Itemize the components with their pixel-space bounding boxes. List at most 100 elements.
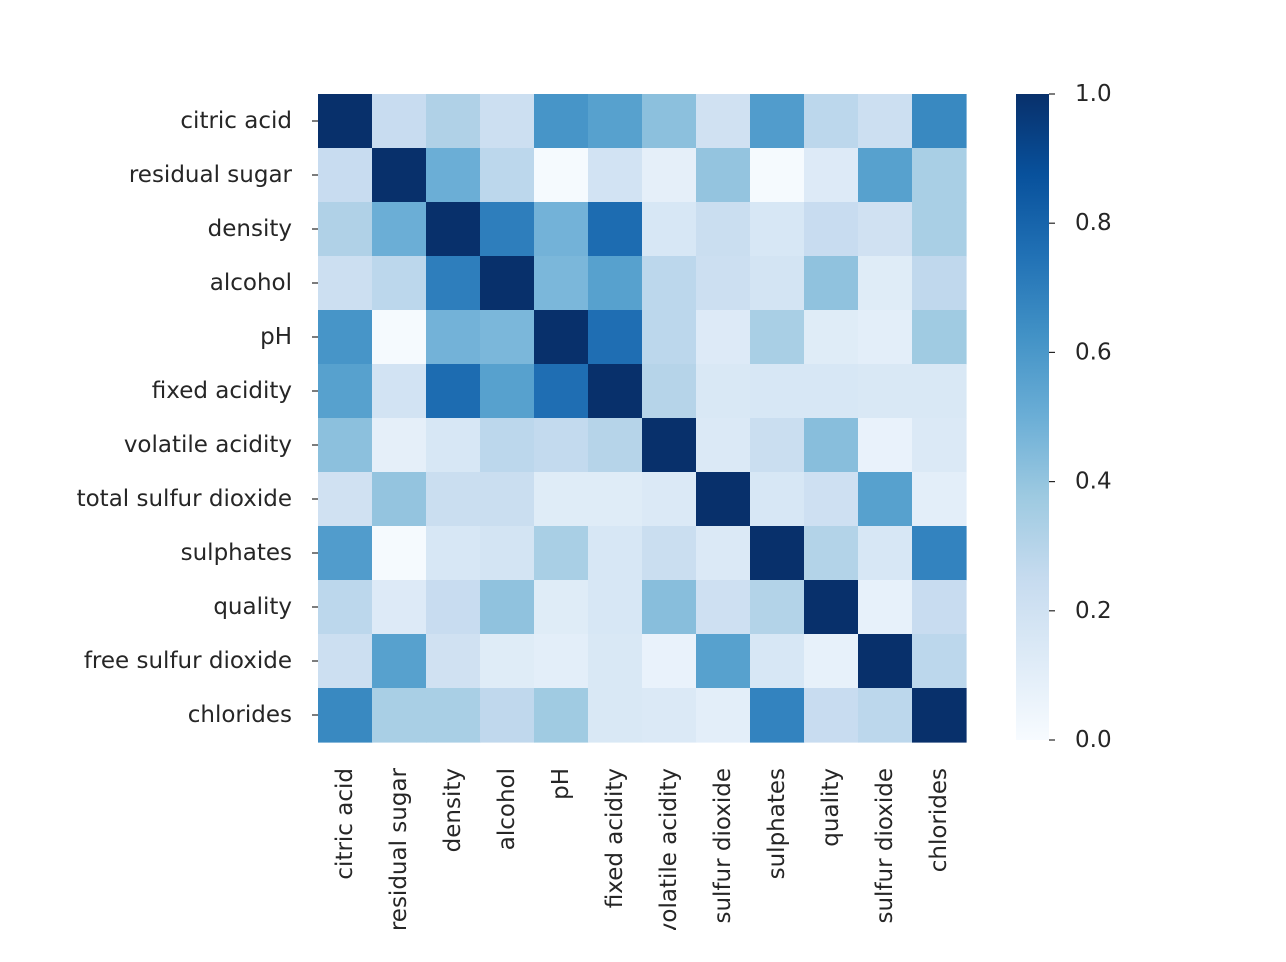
y-tick-label: pH (260, 324, 292, 350)
heatmap-cell (642, 202, 697, 257)
heatmap-cell (588, 418, 643, 473)
heatmap-cell (804, 580, 859, 635)
colorbar-tick-label: 1.0 (1075, 81, 1112, 107)
heatmap-cell (372, 94, 427, 149)
heatmap-cell (426, 94, 481, 149)
heatmap-cell (696, 256, 751, 311)
heatmap-cell (426, 256, 481, 311)
heatmap-cell (696, 364, 751, 419)
heatmap-cell (318, 472, 373, 527)
heatmap-cell (426, 634, 481, 689)
x-tick-label: residual sugar (386, 767, 412, 931)
x-tick-label: fixed acidity (602, 768, 628, 908)
heatmap-cell (372, 688, 427, 743)
x-tick-label: citric acid (332, 768, 358, 880)
heatmap-cell (858, 94, 913, 149)
heatmap-cell (912, 526, 967, 581)
heatmap-cell (858, 418, 913, 473)
heatmap-cell (858, 472, 913, 527)
heatmap-cell (318, 148, 373, 203)
x-tick-label: free sulfur dioxide (872, 768, 898, 962)
heatmap-cell (804, 688, 859, 743)
x-tick-label: alcohol (494, 768, 520, 850)
heatmap-cell (318, 202, 373, 257)
heatmap-cell (426, 202, 481, 257)
x-tick-label: pH (548, 768, 574, 800)
heatmap-cell (642, 526, 697, 581)
y-tick-label: chlorides (188, 702, 292, 728)
heatmap-cell (372, 418, 427, 473)
heatmap-cell (804, 364, 859, 419)
x-tick-labels: citric acid residual sugar density alcohol p… (332, 767, 952, 962)
heatmap-cell (642, 688, 697, 743)
heatmap-cell (912, 202, 967, 257)
heatmap-cell (804, 256, 859, 311)
heatmap-cell (912, 94, 967, 149)
heatmap-cell (858, 634, 913, 689)
y-tick-label: sulphates (181, 540, 292, 566)
y-tick-label: free sulfur dioxide (84, 648, 292, 674)
heatmap-cell (372, 634, 427, 689)
heatmap-cell (804, 94, 859, 149)
heatmap-cell (372, 364, 427, 419)
heatmap-cell (480, 688, 535, 743)
heatmap-cell (480, 634, 535, 689)
heatmap-cell (318, 364, 373, 419)
heatmap-cell (912, 580, 967, 635)
heatmap-cell (642, 256, 697, 311)
x-tick-label: density (440, 768, 466, 852)
heatmap-cell (480, 310, 535, 365)
heatmap-cell (642, 364, 697, 419)
heatmap-cell (912, 634, 967, 689)
heatmap-cell (318, 94, 373, 149)
heatmap-cell (480, 418, 535, 473)
heatmap-cell (372, 310, 427, 365)
heatmap-cell (534, 472, 589, 527)
heatmap-cell (318, 256, 373, 311)
heatmap-cell (750, 148, 805, 203)
x-tick-label: chlorides (926, 768, 952, 872)
heatmap-cell (750, 634, 805, 689)
heatmap-cell (804, 634, 859, 689)
heatmap-cell (750, 94, 805, 149)
heatmap-cell (318, 688, 373, 743)
heatmap-cell (534, 688, 589, 743)
heatmap-cell (480, 472, 535, 527)
heatmap-cell (480, 148, 535, 203)
y-tick-label: total sulfur dioxide (77, 486, 292, 512)
heatmap-cell (642, 472, 697, 527)
heatmap-cell (318, 580, 373, 635)
heatmap-cell (588, 364, 643, 419)
heatmap-cell (480, 580, 535, 635)
heatmap-cell (372, 256, 427, 311)
heatmap-cell (480, 256, 535, 311)
heatmap-cell (588, 634, 643, 689)
heatmap-cell (480, 364, 535, 419)
colorbar-gradient (1016, 94, 1049, 740)
heatmap-cell (696, 688, 751, 743)
y-tick-label: quality (213, 594, 292, 620)
heatmap-cell (642, 148, 697, 203)
heatmap-cell (750, 202, 805, 257)
colorbar-tick-label: 0.4 (1075, 469, 1112, 495)
heatmap-cell (912, 418, 967, 473)
heatmap-cell (426, 418, 481, 473)
heatmap-cell (696, 634, 751, 689)
y-tick-label: fixed acidity (152, 378, 292, 404)
y-tick-label: alcohol (210, 270, 292, 296)
heatmap-cell (534, 580, 589, 635)
heatmap-cell (804, 310, 859, 365)
heatmap-cell (750, 472, 805, 527)
heatmap-cell (804, 418, 859, 473)
heatmap-cell (696, 526, 751, 581)
colorbar-tick-label: 0.6 (1075, 339, 1112, 365)
heatmap-cell (426, 580, 481, 635)
heatmap-cell (642, 310, 697, 365)
y-tick-label: residual sugar (129, 162, 293, 188)
heatmap-cell (912, 688, 967, 743)
colorbar-tick-label: 0.2 (1075, 598, 1112, 624)
heatmap-cell (750, 310, 805, 365)
heatmap-cell (804, 472, 859, 527)
heatmap-cell (318, 418, 373, 473)
heatmap-cell (426, 310, 481, 365)
